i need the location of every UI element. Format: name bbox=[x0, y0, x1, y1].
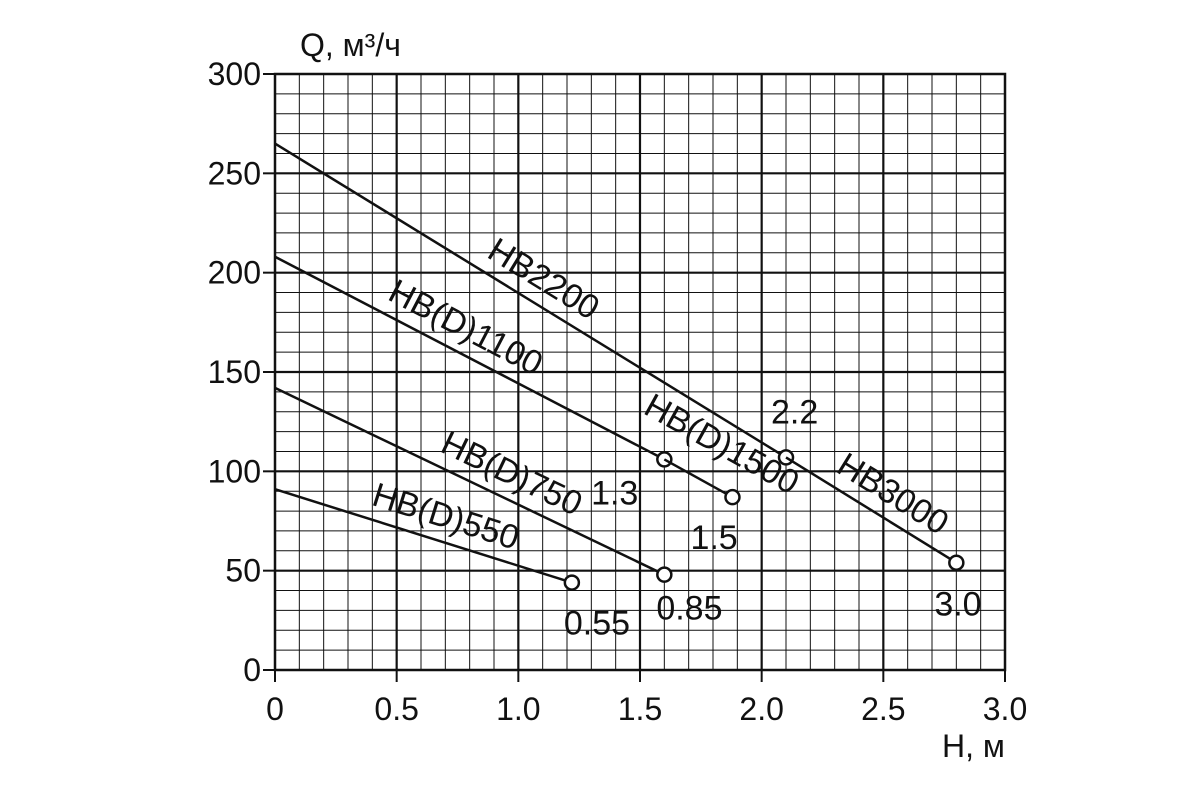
x-axis-title: H, м bbox=[942, 728, 1005, 764]
x-tick-label: 1.5 bbox=[618, 691, 662, 727]
series-end-label: 1.5 bbox=[690, 519, 737, 557]
series-end-marker bbox=[563, 574, 581, 591]
series-line bbox=[274, 386, 665, 576]
series-line bbox=[663, 458, 734, 499]
series-end-label: 1.3 bbox=[591, 474, 638, 512]
series-end-label: 0.55 bbox=[564, 605, 630, 643]
x-tick-label: 0 bbox=[266, 691, 284, 727]
series-end-label: 3.0 bbox=[934, 586, 981, 624]
y-tick-label: 0 bbox=[243, 652, 261, 688]
y-tick-label: 100 bbox=[208, 453, 261, 489]
y-tick-label: 300 bbox=[208, 56, 261, 92]
series-end-marker bbox=[724, 488, 741, 506]
y-tick-label: 200 bbox=[208, 255, 261, 291]
series-name-label: HB2200 bbox=[481, 231, 606, 328]
series-line bbox=[274, 255, 665, 461]
series-name-label: HB3000 bbox=[831, 446, 955, 543]
y-tick-label: 250 bbox=[208, 155, 261, 191]
grid bbox=[275, 74, 1005, 670]
y-axis-title: Q, м³/ч bbox=[300, 27, 401, 63]
series-line bbox=[785, 456, 957, 564]
series-end-label: 2.2 bbox=[771, 393, 818, 431]
y-tick-label: 150 bbox=[208, 354, 261, 390]
series-end-label: 0.85 bbox=[656, 590, 722, 628]
x-tick-label: 1.0 bbox=[496, 691, 540, 727]
x-tick-label: 2.5 bbox=[861, 691, 905, 727]
series-line bbox=[274, 488, 573, 584]
series-line bbox=[274, 142, 787, 459]
x-tick-label: 2.0 bbox=[739, 691, 783, 727]
series-end-marker bbox=[948, 554, 965, 571]
series-end-marker bbox=[656, 566, 673, 583]
y-tick-label: 50 bbox=[225, 553, 261, 589]
x-tick-label: 0.5 bbox=[374, 691, 418, 727]
x-tick-label: 3.0 bbox=[983, 691, 1027, 727]
ticks: 0 0.5 1.0 1.5 2.0 2.5 3.0 0 50 100 150 200 250 300 bbox=[208, 56, 1028, 727]
